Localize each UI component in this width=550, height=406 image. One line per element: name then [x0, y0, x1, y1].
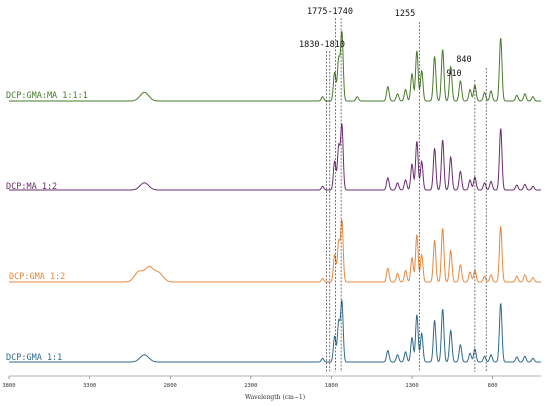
series-line-3 [9, 219, 541, 283]
x-tick-label: 800 [488, 383, 498, 389]
series-line-1 [9, 30, 541, 102]
series-line-4 [9, 299, 541, 363]
x-tick-label: 1800 [325, 383, 338, 389]
x-tick-label: 2800 [164, 383, 177, 389]
x-tick-label: 1300 [405, 383, 418, 389]
annotation-label: 1255 [395, 9, 415, 19]
series-label-1: DCP:GMA:MA 1:1:1 [6, 91, 88, 101]
x-tick-label: 2300 [244, 383, 257, 389]
x-axis: 380033002800230018001300800300 [2, 375, 541, 389]
series-layer: DCP:GMA:MA 1:1:1 DCP:MA 1:2 DCP:GMA 1:2 DCP… [6, 30, 541, 363]
annotation-label: 1830-1810 [299, 40, 345, 50]
x-axis-title: Wavelength (cm−1) [245, 394, 305, 401]
series-label-3: DCP:GMA 1:2 [9, 272, 65, 282]
annotation-label: 840 [456, 55, 471, 65]
series-label-4: DCP:GMA 1:1 [6, 353, 62, 363]
annotation-label: 910 [446, 69, 461, 79]
annotation-label: 1775-1740 [307, 7, 353, 17]
x-tick-label: 3800 [2, 383, 15, 389]
annotation-layer: 1775-1740 1830-1810 1255 910 840 [299, 7, 487, 372]
x-tick-label: 3300 [83, 383, 96, 389]
series-line-2 [9, 123, 541, 191]
series-label-2: DCP:MA 1:2 [6, 182, 57, 192]
